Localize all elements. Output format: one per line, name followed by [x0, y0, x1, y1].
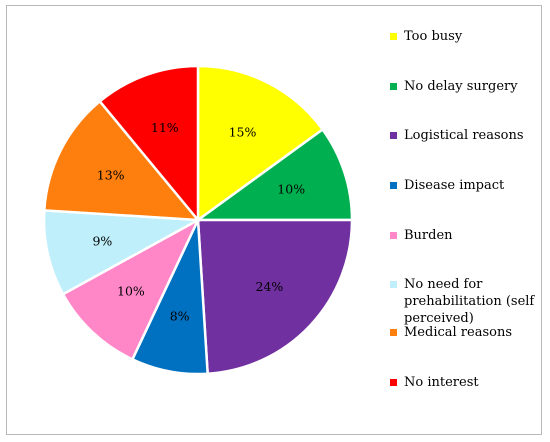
pie-data-label-7: 11%: [151, 120, 179, 135]
pie-data-label-6: 13%: [97, 168, 125, 183]
legend-label-no-need-prehabilitation: No need for prehabilitation (self percei…: [404, 277, 535, 326]
legend-swatch-logistical-reasons: [390, 132, 397, 139]
legend-item-no-need-prehabilitation: No need for prehabilitation (self percei…: [390, 276, 550, 327]
legend-item-no-interest: No interest: [390, 374, 550, 391]
pie-slice-2: [196, 218, 354, 376]
pie-slice-1: [194, 127, 354, 222]
legend-swatch-no-interest: [390, 379, 397, 386]
legend-swatch-no-delay-surgery: [390, 83, 397, 90]
legend: Too busy No delay surgery Logistical rea…: [390, 6, 550, 436]
legend-item-too-busy: Too busy: [390, 28, 550, 45]
pie-chart: 15% 10% 24% 8% 10% 9% 13% 11%: [42, 64, 354, 376]
pie-slice-6: [42, 99, 201, 222]
pie-data-label-0: 15%: [229, 125, 257, 140]
pie-slice-0: [196, 64, 325, 223]
legend-swatch-no-need-prehabilitation: [390, 281, 397, 288]
legend-item-disease-impact: Disease impact: [390, 177, 550, 194]
legend-item-medical-reasons: Medical reasons: [390, 324, 550, 341]
legend-item-burden: Burden: [390, 227, 550, 244]
pie-slice-4: [61, 217, 201, 362]
pie-data-label-2: 24%: [256, 279, 284, 294]
chart-frame: 15% 10% 24% 8% 10% 9% 13% 11% Too busy No delay…: [6, 5, 542, 435]
pie-data-label-3: 8%: [170, 308, 190, 323]
legend-label-medical-reasons: Medical reasons: [404, 325, 513, 340]
legend-swatch-medical-reasons: [390, 329, 397, 336]
legend-item-no-delay-surgery: No delay surgery: [390, 78, 550, 95]
legend-swatch-burden: [390, 232, 397, 239]
legend-label-burden: Burden: [404, 228, 453, 243]
pie-data-label-5: 9%: [92, 233, 112, 248]
pie-data-label-4: 10%: [117, 283, 145, 298]
legend-label-disease-impact: Disease impact: [404, 178, 505, 193]
legend-label-no-interest: No interest: [404, 375, 479, 390]
pie-slice-5: [42, 209, 203, 296]
legend-label-logistical-reasons: Logistical reasons: [404, 128, 524, 143]
legend-label-no-delay-surgery: No delay surgery: [404, 79, 518, 94]
legend-swatch-too-busy: [390, 33, 397, 40]
pie-slice-7: [98, 64, 200, 224]
legend-item-logistical-reasons: Logistical reasons: [390, 127, 550, 144]
legend-label-too-busy: Too busy: [404, 29, 463, 44]
pie-data-label-1: 10%: [277, 182, 305, 197]
legend-swatch-disease-impact: [390, 182, 397, 189]
